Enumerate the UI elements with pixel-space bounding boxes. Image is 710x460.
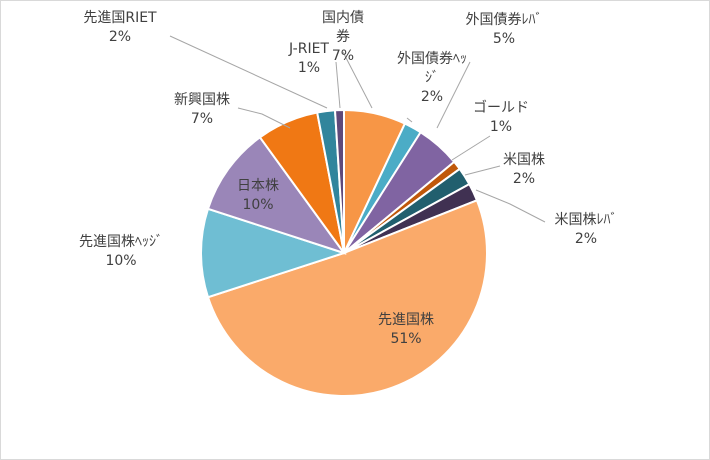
data-label-percent: 1% [298,60,320,76]
leader-line [451,135,491,161]
pie-slice [333,108,345,254]
data-label-name: ｼﾞ [425,70,439,86]
data-label-percent: 10% [105,253,136,269]
pie-slice [200,207,348,299]
data-label-name: ゴールド [473,99,529,116]
leader-line [342,51,373,109]
leader-line [475,189,546,223]
data-label: 外国債券ﾍｯ ｼﾞ 2% [397,51,467,105]
data-label-name: 米国株ﾚﾊﾞ [555,212,618,228]
pie-slice [206,199,488,397]
data-label: J-RIET 1% [288,41,329,76]
data-label-name: 日本株 [237,178,279,194]
data-label-percent: 2% [421,89,443,105]
data-label-name: 外国債券ﾍｯ [397,51,467,67]
leader-line [406,117,413,123]
data-label: 先進国株ﾍｯｼﾞ 10% [79,234,163,269]
data-label-name: 券 [336,29,350,45]
data-label-percent: 7% [191,111,213,127]
data-label-name: 先進国株 [378,312,434,328]
data-label-percent: 7% [332,48,354,64]
data-label: ゴールド 1% [473,99,529,135]
data-label-percent: 2% [575,231,597,247]
data-label-name: 新興国株 [174,92,230,108]
data-label: 国内債券 7% [322,10,364,64]
data-label: 米国株 2% [503,152,545,187]
data-label: 先進国株 51% [378,312,434,347]
data-label: 米国株ﾚﾊﾞ 2% [555,212,618,247]
data-label-name: 米国株 [503,152,545,168]
data-label-percent: 2% [513,171,535,187]
data-label-name: 先進国株ﾍｯｼﾞ [79,234,163,250]
leader-line [464,165,501,176]
data-label: 先進国RIET 2% [83,10,157,45]
leader-line [436,61,471,129]
leader-line [335,61,341,109]
data-label-percent: 5% [493,31,515,47]
data-label-name: 先進国RIET [83,10,157,26]
data-label-name: J-RIET [288,41,329,57]
data-label-percent: 1% [490,119,512,135]
data-label-name: 国内債 [322,10,364,26]
data-label-percent: 51% [390,331,421,347]
leader-line [237,107,291,129]
data-label-percent: 10% [242,197,273,213]
leader-line [169,35,328,109]
data-label: 外国債券ﾚﾊﾞ 5% [466,12,543,47]
data-label-percent: 2% [109,29,131,45]
data-label-name: 外国債券ﾚﾊﾞ [466,12,543,28]
pie-slice [206,135,347,255]
data-label: 日本株 10% [237,178,279,213]
data-label: 新興国株 7% [174,92,230,127]
